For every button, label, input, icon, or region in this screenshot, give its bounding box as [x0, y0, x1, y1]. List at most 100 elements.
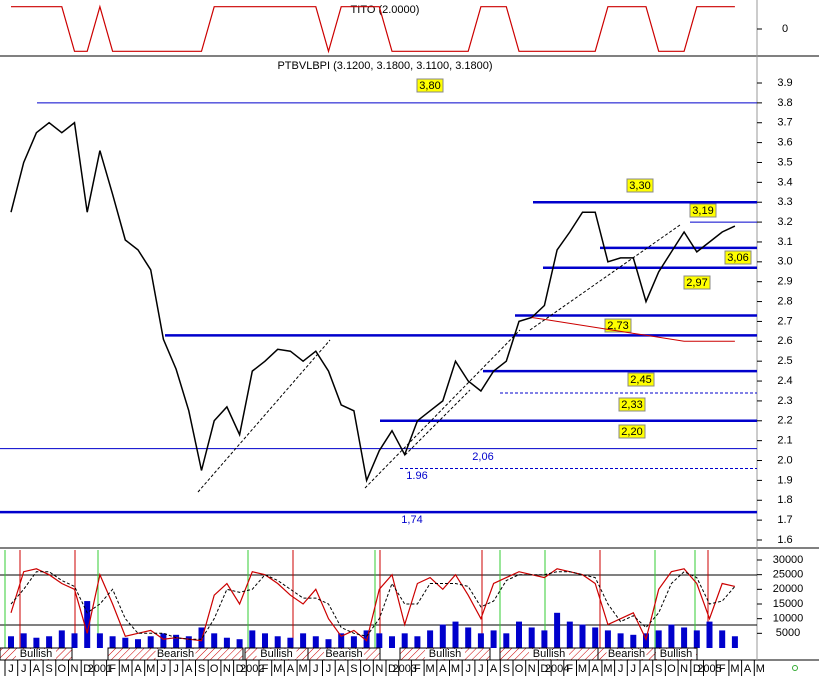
x-tick-label: A	[439, 663, 447, 675]
x-tick-label: 2003	[392, 663, 416, 675]
stochastic-slow	[10, 571, 736, 640]
level-label-box	[724, 250, 752, 265]
level-label-box	[627, 372, 655, 387]
volume-bar	[20, 633, 27, 648]
regime-label-bg	[155, 649, 196, 659]
regime-label-bg	[256, 649, 297, 659]
y-tick-label: 3.9	[777, 77, 792, 89]
volume-bar	[541, 630, 548, 648]
volume-bar	[566, 621, 573, 648]
x-tick-label: M	[756, 663, 765, 675]
y-tick-label: 2.1	[777, 435, 792, 447]
y-tick-label: 15000	[773, 598, 804, 610]
volume-bar	[287, 637, 294, 648]
y-tick-label: 2.3	[777, 395, 792, 407]
y-tick-label: 3.3	[777, 196, 792, 208]
y-tick-label: 1.8	[777, 494, 792, 506]
y-tick-label: 25000	[773, 569, 804, 581]
volume-bar	[719, 630, 726, 648]
volume-bar	[503, 633, 510, 648]
x-tick-label: A	[744, 663, 752, 675]
x-tick-label: S	[655, 663, 662, 675]
trend-line	[364, 329, 521, 489]
x-tick-label: A	[287, 663, 295, 675]
volume-bar	[135, 639, 141, 648]
volume-bar	[655, 630, 662, 648]
x-tick-label: J	[313, 663, 319, 675]
x-tick-label: D	[540, 663, 548, 675]
x-tick-label: F	[566, 663, 573, 675]
x-tick-label: S	[45, 663, 52, 675]
volume-bar	[58, 630, 65, 648]
y-tick-label: 10000	[773, 613, 804, 625]
y-tick-label: 3.1	[777, 236, 792, 248]
regime-label-bg	[656, 649, 696, 659]
x-tick-label: A	[490, 663, 498, 675]
volume-bar	[439, 624, 446, 648]
volume-bar	[668, 624, 675, 648]
y-tick-label: 3.2	[777, 216, 792, 228]
y-tick-label: 2.6	[777, 335, 792, 347]
y-tick-label: 2.4	[777, 375, 792, 387]
regime-label: Bearish	[157, 648, 194, 660]
volume-bar	[211, 633, 218, 648]
x-tick-label: J	[161, 663, 167, 675]
y-tick-label: 1.6	[777, 534, 792, 546]
x-tick-label: M	[603, 663, 612, 675]
x-tick-label: 2001	[88, 663, 112, 675]
regime-label: Bullish	[20, 648, 52, 660]
x-tick-label: F	[262, 663, 269, 675]
regime-label-bg	[606, 649, 647, 659]
level-label: 2,45	[630, 374, 651, 386]
volume-bar	[96, 633, 103, 648]
y-tick-label: 20000	[773, 583, 804, 595]
x-tick-label: A	[33, 663, 41, 675]
x-tick-label: M	[730, 663, 739, 675]
x-tick-label: A	[642, 663, 650, 675]
x-tick-label: 2004	[545, 663, 569, 675]
volume-bar	[223, 637, 230, 648]
x-tick-label: N	[680, 663, 688, 675]
regime-label-bg	[16, 649, 56, 659]
x-tick-label: J	[173, 663, 179, 675]
y-tick-label: 2.0	[777, 454, 792, 466]
volume-bar	[84, 601, 91, 648]
volume-bar	[643, 633, 649, 648]
x-tick-label: J	[21, 663, 27, 675]
volume-bar	[147, 636, 154, 648]
volume-bar	[554, 612, 561, 648]
regime-label: Bullish	[660, 648, 692, 660]
y-tick-label: 3.6	[777, 137, 792, 149]
level-label: 3,30	[629, 180, 650, 192]
y-tick-label: 30000	[773, 554, 804, 566]
x-tick-label: A	[338, 663, 346, 675]
volume-bar	[376, 633, 383, 648]
level-label-box	[689, 203, 717, 218]
regime-label-bg	[529, 649, 569, 659]
volume-bar	[579, 624, 586, 648]
trend-line	[197, 339, 331, 493]
volume-bar	[706, 621, 713, 648]
regime-label: Bullish	[260, 648, 292, 660]
x-tick-label: N	[223, 663, 231, 675]
volume-bar	[681, 627, 688, 648]
x-tick-label: F	[414, 663, 421, 675]
x-tick-label: D	[83, 663, 91, 675]
x-tick-label: A	[134, 663, 142, 675]
level-label: 1,74	[401, 514, 422, 526]
regime-label-bg	[324, 649, 364, 659]
x-tick-label: S	[503, 663, 510, 675]
x-tick-label: O	[515, 663, 524, 675]
level-label-box	[626, 178, 654, 193]
level-label-box	[604, 318, 632, 333]
x-tick-label: A	[185, 663, 193, 675]
x-tick-label: D	[388, 663, 396, 675]
volume-bar	[300, 633, 307, 648]
x-tick-label: 2002	[240, 663, 264, 675]
level-label: 2,33	[621, 399, 642, 411]
x-tick-label: N	[528, 663, 536, 675]
x-tick-label: J	[618, 663, 624, 675]
level-label: 2,97	[686, 277, 707, 289]
x-tick-label: M	[146, 663, 155, 675]
volume-bar	[198, 627, 205, 648]
